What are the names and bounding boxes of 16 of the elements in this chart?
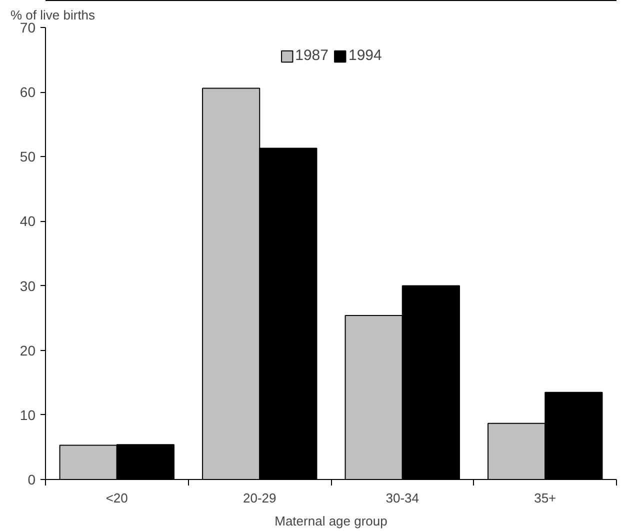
x-tick-label: 20-29 (243, 490, 276, 506)
y-tick-label: 20 (20, 342, 36, 358)
x-tick-label: 35+ (534, 490, 556, 506)
y-tick-label: 10 (20, 406, 36, 423)
x-tick-label: <20 (106, 490, 128, 506)
y-tick-label: 50 (20, 148, 36, 165)
y-tick-label: 40 (20, 213, 36, 230)
legend-label: 1994 (348, 47, 382, 64)
y-axis-title: % of live births (10, 8, 96, 22)
y-tick-label: 30 (20, 278, 36, 294)
y-tick-label: 0 (28, 472, 36, 488)
y-tick-label: 70 (20, 20, 36, 36)
x-axis-title: Maternal age group (274, 514, 388, 528)
x-tick-label: 30-34 (386, 490, 419, 506)
legend-label: 1987 (295, 47, 328, 64)
y-tick-label: 60 (20, 84, 36, 100)
